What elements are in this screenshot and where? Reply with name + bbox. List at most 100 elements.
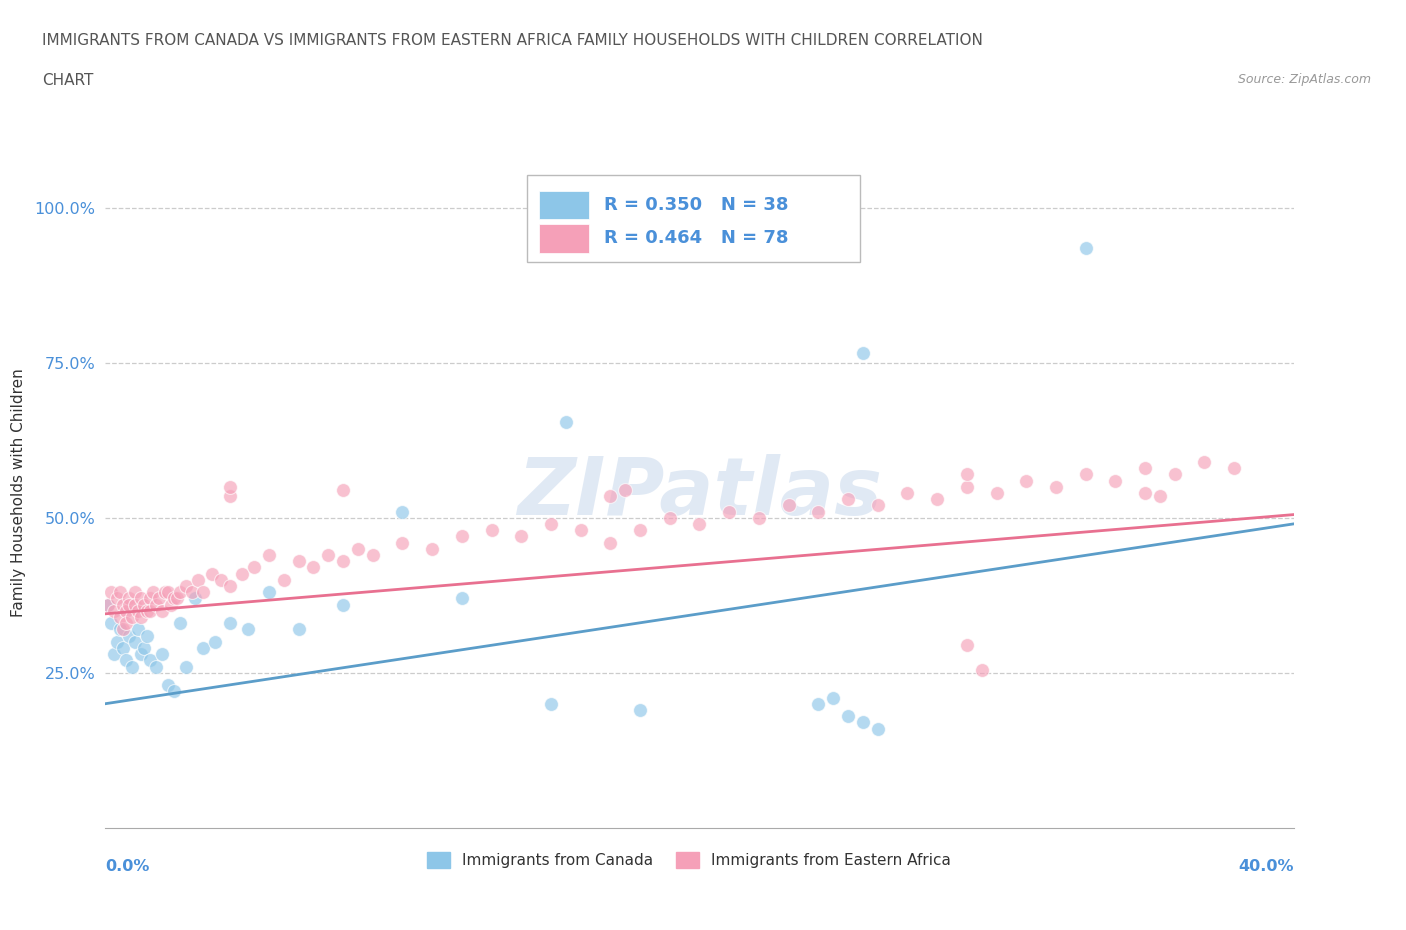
Point (628, 702, 651, 717)
Point (150, 646, 173, 661)
Point (136, 628, 159, 643)
Point (332, 597, 354, 612)
Point (105, 591, 128, 605)
Point (124, 634, 146, 649)
Text: CHART: CHART (42, 73, 94, 87)
Point (97, 597, 120, 612)
Point (837, 709, 859, 724)
Point (110, 622, 132, 637)
Text: 0.0%: 0.0% (105, 859, 150, 874)
Point (139, 604, 162, 618)
Point (748, 511, 770, 525)
Point (273, 572, 295, 587)
Point (136, 604, 159, 618)
Point (112, 597, 135, 612)
Point (166, 591, 188, 605)
Point (807, 697, 830, 711)
Text: Source: ZipAtlas.com: Source: ZipAtlas.com (1237, 73, 1371, 86)
Point (183, 591, 205, 605)
Point (823, 690, 845, 705)
Point (180, 585, 202, 600)
Point (121, 659, 143, 674)
Point (1149, 488, 1171, 503)
Point (132, 597, 155, 612)
Point (866, 498, 889, 512)
Point (163, 591, 186, 605)
Point (118, 597, 141, 612)
Point (219, 616, 242, 631)
Point (970, 662, 993, 677)
Point (156, 678, 179, 693)
Point (1133, 485, 1156, 500)
Point (115, 653, 138, 668)
Text: R = 0.350   N = 38: R = 0.350 N = 38 (605, 196, 789, 214)
Point (540, 697, 562, 711)
Point (866, 721, 889, 736)
Point (118, 628, 141, 643)
Point (115, 604, 138, 618)
Point (986, 485, 1008, 500)
Point (186, 572, 208, 587)
Point (614, 483, 637, 498)
Point (127, 622, 149, 637)
Point (97, 597, 120, 612)
Point (1223, 460, 1246, 475)
Point (112, 622, 135, 637)
Point (1045, 479, 1067, 494)
Point (956, 467, 979, 482)
Point (103, 604, 125, 618)
Point (124, 585, 146, 600)
Point (115, 616, 138, 631)
FancyBboxPatch shape (538, 191, 589, 219)
Text: IMMIGRANTS FROM CANADA VS IMMIGRANTS FROM EASTERN AFRICA FAMILY HOUSEHOLDS WITH : IMMIGRANTS FROM CANADA VS IMMIGRANTS FRO… (42, 33, 983, 47)
Point (287, 622, 309, 637)
Point (689, 516, 711, 531)
Point (896, 485, 918, 500)
Point (391, 504, 413, 519)
Point (148, 591, 170, 605)
Point (105, 634, 128, 649)
Y-axis label: Family Households with Children: Family Households with Children (11, 368, 27, 618)
Point (852, 715, 875, 730)
Point (219, 479, 242, 494)
Point (103, 646, 125, 661)
Point (145, 659, 167, 674)
Point (391, 535, 413, 550)
Point (127, 604, 149, 618)
Point (1194, 455, 1216, 470)
Point (150, 604, 173, 618)
Point (1074, 241, 1097, 256)
Point (569, 523, 592, 538)
Point (778, 498, 800, 512)
Point (100, 616, 122, 631)
Point (193, 641, 215, 656)
Point (540, 516, 562, 531)
Point (156, 585, 179, 600)
FancyBboxPatch shape (538, 224, 589, 253)
Point (174, 578, 197, 593)
Text: R = 0.464   N = 78: R = 0.464 N = 78 (605, 230, 789, 247)
Point (139, 653, 162, 668)
Point (599, 535, 621, 550)
Point (361, 548, 384, 563)
Point (807, 504, 830, 519)
Text: ZIPatlas: ZIPatlas (517, 454, 882, 532)
Point (554, 414, 576, 429)
Point (219, 488, 242, 503)
Point (132, 641, 155, 656)
Point (257, 585, 280, 600)
Point (204, 634, 226, 649)
Point (169, 585, 191, 600)
Point (450, 591, 472, 605)
Point (110, 585, 132, 600)
Point (302, 560, 325, 575)
Point (450, 529, 472, 544)
Point (121, 609, 143, 624)
Point (142, 585, 165, 600)
Point (231, 566, 253, 581)
FancyBboxPatch shape (527, 175, 860, 262)
Point (169, 616, 191, 631)
Point (332, 553, 354, 568)
Point (118, 591, 141, 605)
Point (481, 523, 503, 538)
